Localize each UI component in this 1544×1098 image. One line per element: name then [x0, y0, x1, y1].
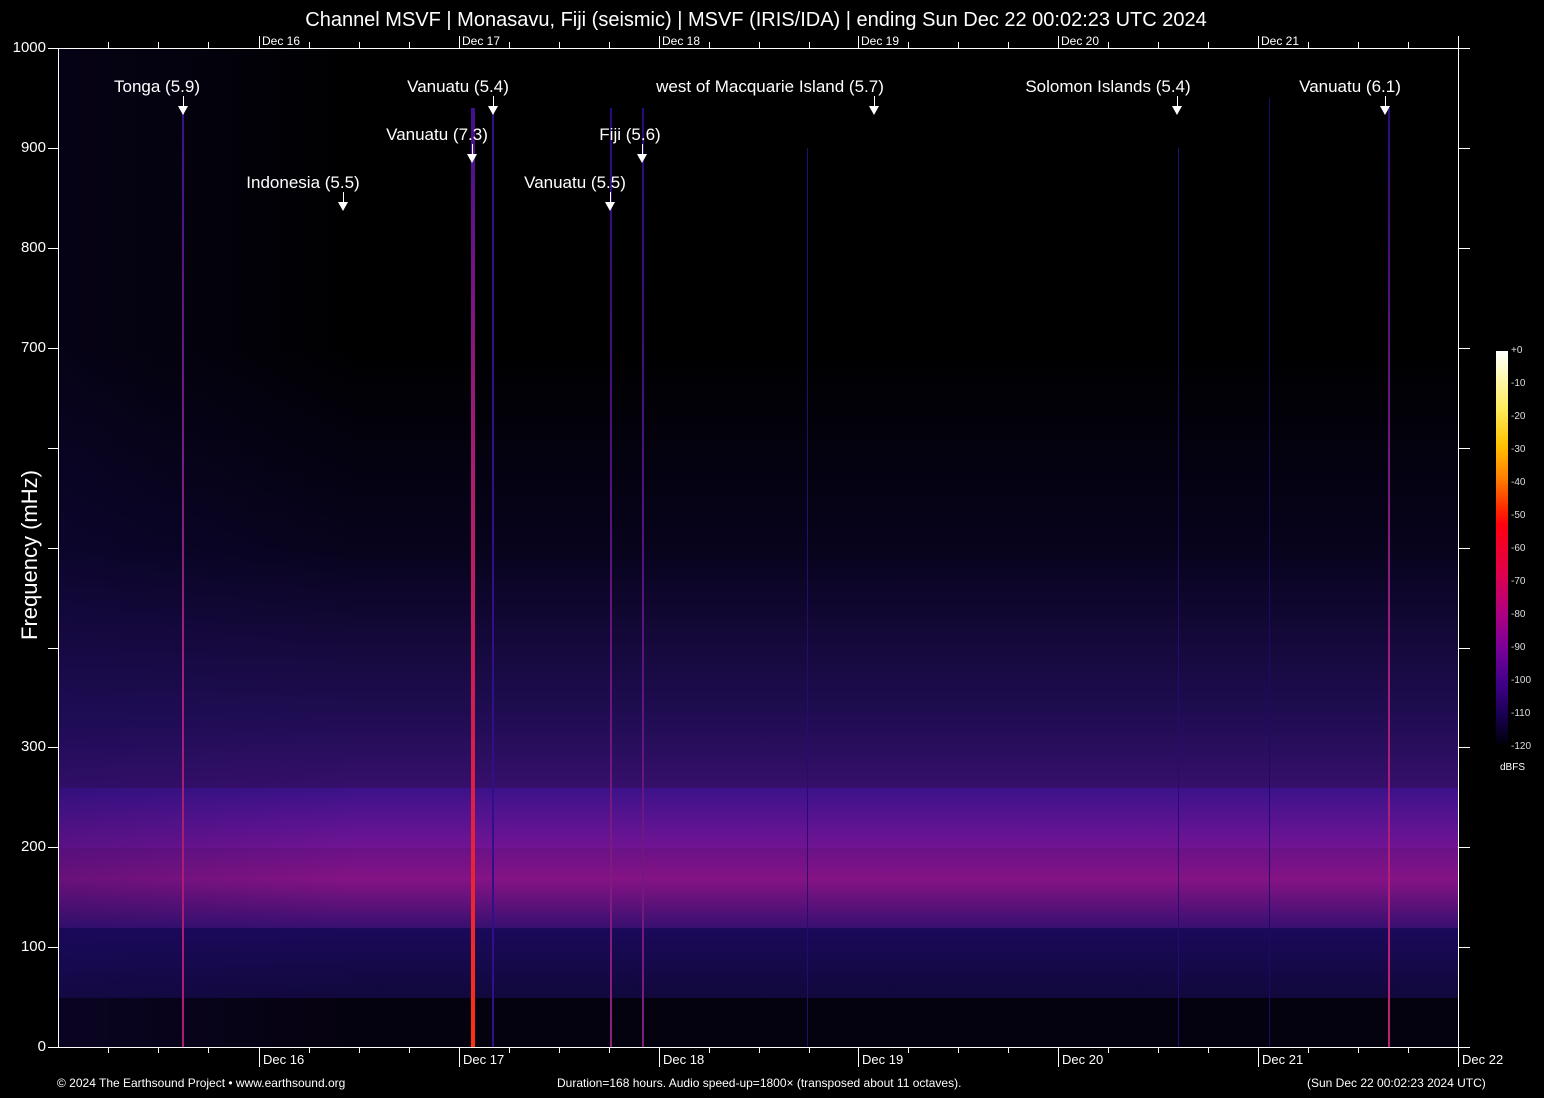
x-label-top-dec21: Dec 21	[1261, 34, 1300, 48]
event-arrow-vanuatu-6-1	[1385, 96, 1386, 106]
arrow-down-icon	[178, 106, 188, 115]
x-label-top-dec18: Dec 18	[662, 34, 701, 48]
event-line-vanuatu-7-3	[471, 108, 475, 1047]
event-label-vanuatu-7-3: Vanuatu (7.3)	[386, 125, 488, 144]
event-line-vanuatu-6-1	[1388, 108, 1390, 1047]
left-fade	[58, 48, 358, 1047]
y-tick-label-700: 700	[20, 339, 46, 356]
event-line-vanuatu-5-4	[492, 108, 494, 1047]
y-tick-label-100: 100	[20, 938, 46, 955]
event-label-solomon: Solomon Islands (5.4)	[1025, 77, 1191, 96]
x-label-bottom-dec20: Dec 20	[1062, 1052, 1104, 1067]
y-tick-label-1000: 1000	[12, 39, 46, 56]
noise-band-upper	[58, 348, 1458, 848]
colorbar	[1496, 351, 1508, 747]
y-axis-title: Frequency (mHz)	[17, 470, 42, 640]
microseism-band	[58, 788, 1458, 928]
event-line-solomon	[1178, 148, 1179, 1047]
arrow-down-icon	[1380, 106, 1390, 115]
event-label-fiji: Fiji (5.6)	[599, 125, 661, 144]
colorbar-label-10: -10	[1511, 378, 1526, 389]
arrow-down-icon	[605, 202, 615, 211]
low-quiet-band	[58, 998, 1458, 1047]
x-label-top-dec19: Dec 19	[861, 34, 900, 48]
x-label-bottom-dec22: Dec 22	[1462, 1052, 1504, 1067]
footer-copyright: © 2024 The Earthsound Project • www.eart…	[57, 1076, 346, 1090]
colorbar-label-90: -90	[1511, 642, 1526, 653]
event-arrow-solomon	[1177, 96, 1178, 106]
event-arrow-vanuatu-7-3	[472, 144, 473, 154]
event-label-vanuatu-6-1: Vanuatu (6.1)	[1299, 77, 1401, 96]
event-line-vanuatu-5-5	[610, 108, 612, 1047]
event-line-macquarie	[807, 148, 808, 1047]
colorbar-label-100: -100	[1511, 675, 1532, 686]
colorbar-label-60: -60	[1511, 543, 1526, 554]
colorbar-label-80: -80	[1511, 609, 1526, 620]
y-tick-label-0: 0	[37, 1038, 46, 1055]
x-label-bottom-dec16: Dec 16	[263, 1052, 305, 1067]
y-tick-label-800: 800	[20, 239, 46, 256]
event-label-vanuatu-5-5: Vanuatu (5.5)	[524, 173, 626, 192]
arrow-down-icon	[488, 106, 498, 115]
colorbar-label-120: -120	[1511, 741, 1532, 752]
arrow-down-icon	[338, 202, 348, 211]
arrow-down-icon	[869, 106, 879, 115]
event-arrow-fiji	[642, 144, 643, 154]
event-arrow-vanuatu-5-5	[610, 192, 611, 202]
event-arrow-vanuatu-5-4	[493, 96, 494, 106]
y-tick-label-200: 200	[20, 838, 46, 855]
footer-timestamp: (Sun Dec 22 00:02:23 2024 UTC)	[1307, 1076, 1486, 1090]
event-arrow-tonga	[183, 96, 184, 106]
x-label-top-dec17: Dec 17	[462, 34, 501, 48]
x-label-bottom-dec18: Dec 18	[663, 1052, 705, 1067]
x-label-top-dec16: Dec 16	[262, 34, 301, 48]
y-tick-label-900: 900	[20, 139, 46, 156]
colorbar-label-110: -110	[1511, 708, 1531, 719]
event-line-fiji	[642, 108, 644, 1047]
arrow-down-icon	[467, 154, 477, 163]
event-arrow-macquarie	[874, 96, 875, 106]
low-band	[58, 928, 1458, 998]
spectrogram-plot	[58, 48, 1458, 1047]
arrow-down-icon	[637, 154, 647, 163]
event-arrow-indonesia	[343, 192, 344, 202]
arrow-down-icon	[1172, 106, 1182, 115]
colorbar-label-30: -30	[1511, 444, 1526, 455]
event-line-faint-dec20	[1269, 98, 1270, 1047]
y-axis-left	[58, 48, 59, 1048]
x-label-bottom-dec17: Dec 17	[463, 1052, 505, 1067]
colorbar-label-50: -50	[1511, 510, 1526, 521]
colorbar-label-0: +0	[1511, 345, 1523, 356]
event-label-macquarie: west of Macquarie Island (5.7)	[656, 77, 884, 96]
event-label-vanuatu-5-4: Vanuatu (5.4)	[407, 77, 509, 96]
x-label-bottom-dec21: Dec 21	[1262, 1052, 1304, 1067]
y-tick-label-300: 300	[20, 738, 46, 755]
x-axis-bottom	[58, 1047, 1470, 1048]
colorbar-label-20: -20	[1511, 411, 1526, 422]
x-label-bottom-dec19: Dec 19	[862, 1052, 904, 1067]
event-label-tonga: Tonga (5.9)	[114, 77, 200, 96]
colorbar-unit: dBFS	[1500, 762, 1526, 773]
event-line-tonga	[182, 108, 184, 1047]
x-label-top-dec20: Dec 20	[1061, 34, 1100, 48]
chart-title: Channel MSVF | Monasavu, Fiji (seismic) …	[305, 9, 1207, 31]
colorbar-label-40: -40	[1511, 477, 1526, 488]
colorbar-label-70: -70	[1511, 576, 1526, 587]
footer-duration: Duration=168 hours. Audio speed-up=1800×…	[557, 1076, 962, 1090]
x-axis-top	[58, 48, 1470, 49]
event-label-indonesia: Indonesia (5.5)	[246, 173, 360, 192]
